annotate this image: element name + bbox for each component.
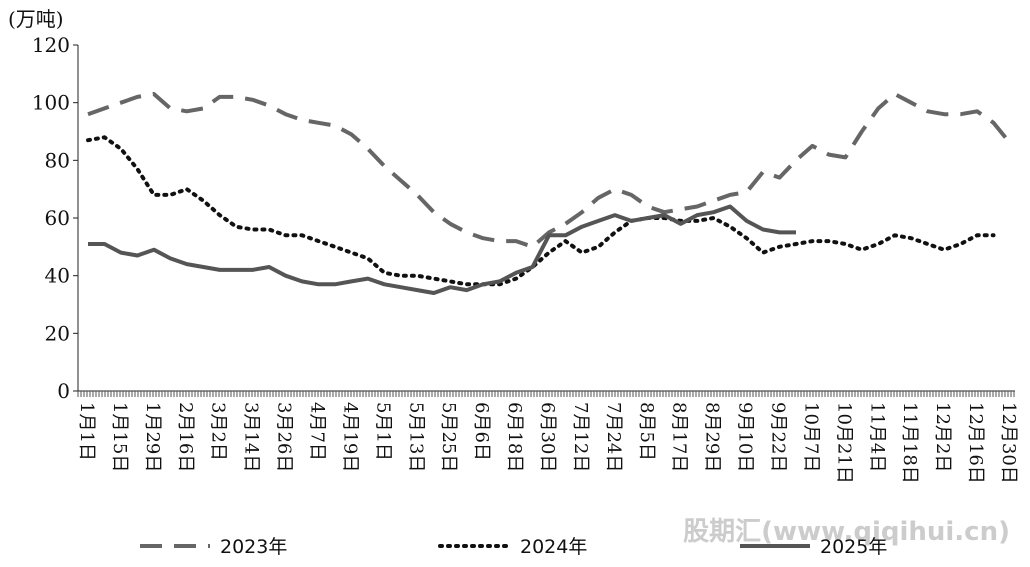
y-axis-label: (万吨) xyxy=(8,7,64,31)
x-tick-label: 5月25日 xyxy=(438,402,459,472)
x-tick-label: 6月18日 xyxy=(504,402,525,472)
x-tick-label: 3月14日 xyxy=(241,402,262,472)
x-tick-label: 10月7日 xyxy=(800,402,821,472)
x-tick-label: 2月16日 xyxy=(175,402,196,472)
x-tick-label: 3月26日 xyxy=(274,402,295,472)
x-tick-label: 12月2日 xyxy=(932,402,953,472)
x-tick-label: 1月29日 xyxy=(142,402,163,472)
x-tick-label: 1月1日 xyxy=(76,402,97,461)
x-tick-label: 7月24日 xyxy=(603,402,624,472)
x-tick-label: 5月13日 xyxy=(405,402,426,472)
x-tick-label: 4月19日 xyxy=(339,402,360,472)
x-tick-label: 5月1日 xyxy=(372,402,393,461)
x-tick-label: 8月29日 xyxy=(702,402,723,472)
x-tick-label: 7月12日 xyxy=(570,402,591,472)
x-tick-label: 11月4日 xyxy=(866,402,887,472)
x-tick-label: 3月2日 xyxy=(208,402,229,461)
x-tick-label: 12月16日 xyxy=(965,402,986,484)
x-tick-label: 1月15日 xyxy=(109,402,130,472)
x-tick-label: 9月22日 xyxy=(768,402,789,472)
y-tick-label: 20 xyxy=(45,321,70,345)
x-tick-label: 11月18日 xyxy=(899,402,920,484)
legend-label: 2024年 xyxy=(520,536,587,558)
x-tick-label: 10月21日 xyxy=(833,402,854,484)
y-tick-label: 80 xyxy=(45,148,70,172)
y-tick-label: 60 xyxy=(45,206,70,230)
y-tick-label: 120 xyxy=(32,33,70,57)
series-line xyxy=(86,135,996,287)
legend-label: 2023年 xyxy=(220,536,287,558)
y-tick-label: 0 xyxy=(57,379,70,403)
x-tick-label: 8月17日 xyxy=(669,402,690,472)
y-tick-label: 100 xyxy=(32,91,70,115)
x-tick-label: 9月10日 xyxy=(735,402,756,472)
series-line xyxy=(88,204,796,295)
y-tick-label: 40 xyxy=(45,264,70,288)
x-tick-label: 6月6日 xyxy=(471,402,492,461)
legend-label: 2025年 xyxy=(820,536,887,558)
series-line xyxy=(87,92,1012,249)
x-tick-label: 8月5日 xyxy=(636,402,657,461)
x-tick-label: 12月30日 xyxy=(998,402,1019,484)
watermark: 股期汇(www.qiqihui.cn) xyxy=(683,517,1010,547)
x-tick-label: 6月30日 xyxy=(537,402,558,472)
x-tick-label: 4月7日 xyxy=(307,402,328,461)
